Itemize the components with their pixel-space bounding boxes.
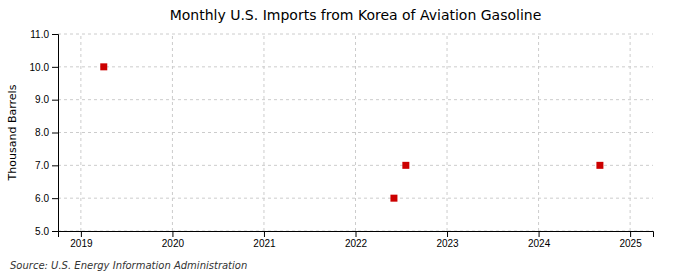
tick: 11.0 — [30, 29, 58, 40]
tick-mark — [52, 100, 58, 101]
tick-mark — [52, 67, 58, 68]
tick-mark — [52, 165, 58, 166]
chart: 2019 2020 2021 2022 2023 2024 2025 5.0 6.0 7.0 8.0… — [0, 0, 675, 275]
tick: 2020 — [162, 231, 185, 249]
tick: 2025 — [619, 231, 642, 249]
grid-line — [58, 198, 653, 199]
grid-line — [447, 34, 448, 231]
axis-line — [59, 232, 654, 238]
y-axis: 5.0 6.0 7.0 8.0 9.0 10.0 11.0 — [30, 29, 59, 237]
tick-mark — [81, 231, 82, 237]
tick: 2021 — [253, 231, 276, 249]
tick-label: 2019 — [70, 238, 93, 249]
tick-label: 8.0 — [35, 127, 49, 138]
tick-label: 6.0 — [35, 193, 49, 204]
points — [100, 63, 603, 201]
tick: 9.0 — [35, 94, 58, 105]
tick: 8.0 — [35, 127, 58, 138]
tick-label: 11.0 — [30, 29, 49, 40]
grid — [58, 34, 653, 231]
grid-line — [58, 34, 653, 35]
title: Monthly U.S. Imports from Korea of Aviat… — [170, 7, 542, 23]
tick: 2023 — [436, 231, 459, 249]
tick: 2024 — [528, 231, 551, 249]
tick-mark — [52, 231, 58, 232]
tick-label: 2025 — [619, 238, 642, 249]
point — [596, 162, 603, 169]
tick: 7.0 — [35, 160, 58, 171]
tick-mark — [356, 231, 357, 237]
point — [100, 63, 107, 70]
tick-mark — [539, 231, 540, 237]
grid-line — [58, 165, 653, 166]
tick: 10.0 — [30, 62, 58, 73]
tick: 6.0 — [35, 193, 58, 204]
grid-line — [80, 34, 81, 231]
grid-line — [58, 66, 653, 67]
tick-mark — [264, 231, 265, 237]
tick-mark — [630, 231, 631, 237]
tick-mark — [52, 133, 58, 134]
tick-mark — [172, 231, 173, 237]
grid-line — [355, 34, 356, 231]
grid-line — [58, 99, 653, 100]
axis-line — [52, 35, 59, 232]
point — [402, 162, 409, 169]
tick-label: 2023 — [436, 238, 459, 249]
tick-label: 10.0 — [30, 62, 50, 73]
tick-label: 2020 — [162, 238, 185, 249]
y-axis-title: Thousand Barrels — [6, 84, 19, 181]
tick-mark — [447, 231, 448, 237]
tick-mark — [52, 198, 58, 199]
tick-label: 9.0 — [35, 94, 49, 105]
tick-label: 5.0 — [35, 226, 49, 237]
tick-label: 2024 — [528, 238, 551, 249]
tick-label: 7.0 — [35, 160, 49, 171]
tick-label: 2022 — [345, 238, 368, 249]
tick: 2022 — [345, 231, 368, 249]
tick: 5.0 — [35, 226, 58, 237]
point — [390, 195, 397, 202]
tick-mark — [52, 34, 58, 35]
grid-line — [58, 132, 653, 133]
source: Source: U.S. Energy Information Administ… — [10, 260, 247, 271]
tick: 2019 — [70, 231, 93, 249]
tick-label: 2021 — [253, 238, 276, 249]
x-axis: 2019 2020 2021 2022 2023 2024 2025 — [59, 231, 654, 249]
